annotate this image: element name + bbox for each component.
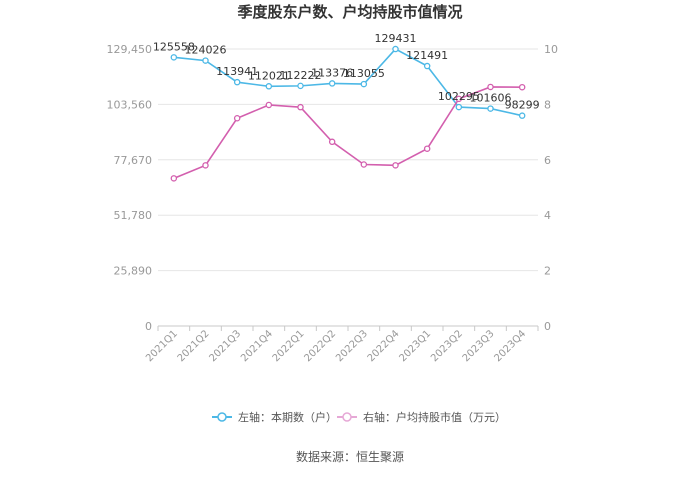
- legend-item-left-series[interactable]: 左轴：本期数（户）: [212, 410, 337, 424]
- source-note: 数据来源：恒生聚源: [296, 449, 404, 464]
- grid-layer: [158, 48, 538, 272]
- y-left-tick-label: 129,450: [107, 43, 153, 56]
- y-left-tick-label: 0: [145, 320, 152, 333]
- holders-data-label: 125558: [153, 40, 195, 53]
- holders-data-label: 129431: [375, 32, 417, 45]
- market-value-point: [360, 161, 368, 168]
- holders-point: [518, 112, 526, 119]
- legend-marker-right: [342, 412, 352, 422]
- legend-label-right: 右轴：户均持股市值（万元）: [363, 410, 506, 424]
- holders-point: [455, 103, 463, 111]
- x-tick-label: 2022Q1: [271, 328, 307, 364]
- x-tick-label: 2021Q2: [176, 328, 212, 364]
- holders-point: [328, 80, 336, 87]
- holders-data-label: 113055: [343, 67, 385, 80]
- holders-data-label: 113941: [216, 65, 258, 78]
- holders-data-label: 121491: [406, 49, 448, 62]
- holders-data-label: 124026: [185, 44, 227, 57]
- legend: 左轴：本期数（户） 右轴：户均持股市值（万元）: [212, 410, 506, 424]
- holders-point: [202, 57, 209, 64]
- market-value-point: [202, 162, 209, 169]
- holders-data-label: 101606: [470, 92, 512, 105]
- holders-point: [233, 78, 241, 86]
- series-layer: [170, 45, 526, 182]
- y-left-tick-label: 77,670: [114, 154, 153, 167]
- holders-point: [265, 83, 273, 90]
- y-right-tick-label: 2: [544, 265, 551, 278]
- market-value-point: [455, 95, 463, 103]
- holders-data-label: 102295: [438, 90, 480, 103]
- market-value-point: [233, 115, 241, 122]
- x-tick-label: 2023Q3: [461, 328, 497, 364]
- market-value-point: [518, 83, 526, 91]
- x-tick-label: 2023Q1: [397, 328, 433, 364]
- x-tick-label: 2021Q4: [239, 328, 275, 364]
- holders-data-label: 112222: [280, 69, 322, 82]
- y-right-tick-label: 10: [544, 43, 558, 56]
- series-line-holders: [173, 48, 523, 117]
- market-value-point: [297, 103, 304, 111]
- y-left-tick-label: 103,560: [107, 98, 153, 111]
- holders-point: [487, 105, 494, 112]
- series-line-market-value: [173, 86, 523, 180]
- holders-point: [392, 45, 399, 53]
- x-tick-label: 2022Q2: [302, 328, 338, 364]
- holders-point: [360, 80, 368, 88]
- holders-data-label: 98299: [505, 99, 540, 112]
- market-value-point: [423, 145, 431, 152]
- market-value-point: [487, 83, 494, 91]
- legend-item-right-series[interactable]: 右轴：户均持股市值（万元）: [337, 410, 506, 424]
- x-tick-label: 2022Q3: [334, 328, 370, 364]
- y-right-tick-label: 4: [544, 209, 551, 222]
- holders-point: [170, 54, 178, 61]
- y-right-tick-label: 6: [544, 154, 551, 167]
- y-left-tick-label: 51,780: [114, 209, 153, 222]
- market-value-point: [328, 138, 336, 146]
- market-value-point: [265, 101, 273, 109]
- legend-marker-left: [217, 412, 227, 422]
- x-tick-label: 2023Q2: [429, 328, 465, 364]
- y-right-tick-label: 8: [544, 98, 551, 111]
- holders-point: [423, 62, 431, 70]
- market-value-point: [392, 162, 399, 169]
- y-right-tick-label: 0: [544, 320, 551, 333]
- market-value-point: [170, 175, 178, 182]
- chart-title: 季度股东户数、户均持股市值情况: [237, 3, 462, 21]
- holders-data-label: 113376: [311, 66, 353, 79]
- x-tick-label: 2021Q3: [207, 328, 243, 364]
- x-tick-label: 2021Q1: [144, 328, 180, 364]
- holders-data-label: 112021: [248, 69, 290, 82]
- legend-label-left: 左轴：本期数（户）: [238, 410, 337, 424]
- x-tick-label: 2023Q4: [492, 328, 528, 364]
- y-left-tick-label: 25,890: [114, 265, 153, 278]
- x-tick-label: 2022Q4: [366, 328, 402, 364]
- holders-point: [297, 82, 304, 90]
